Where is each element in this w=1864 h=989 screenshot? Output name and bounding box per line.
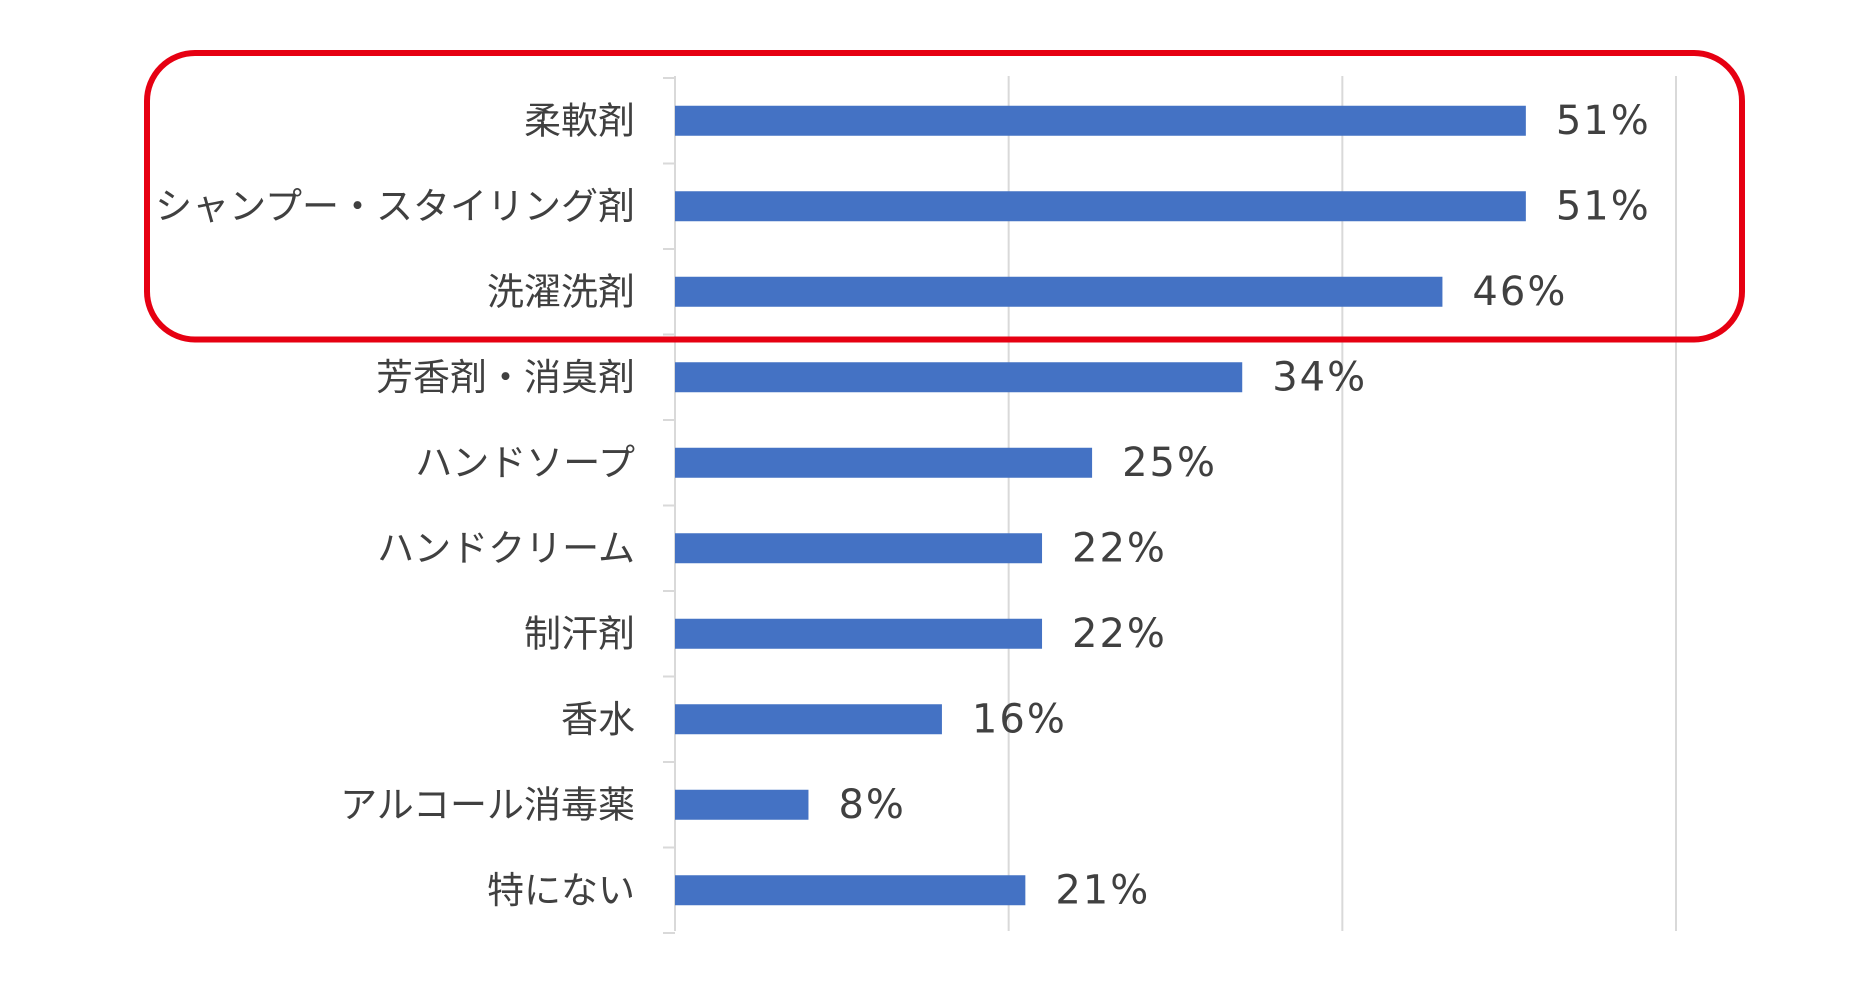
data-label: 46% bbox=[1472, 269, 1567, 315]
category-label: 制汗剤 bbox=[524, 612, 635, 655]
bar bbox=[675, 191, 1526, 222]
category-label: アルコール消毒薬 bbox=[340, 783, 635, 826]
data-label: 21% bbox=[1055, 867, 1150, 913]
bar bbox=[675, 276, 1443, 307]
bar bbox=[675, 704, 942, 735]
data-label: 16% bbox=[972, 696, 1067, 742]
bar bbox=[675, 362, 1243, 393]
bar bbox=[675, 789, 809, 820]
data-label: 22% bbox=[1072, 611, 1167, 657]
highlight-box bbox=[144, 50, 1745, 343]
bar bbox=[675, 533, 1043, 564]
category-label: シャンプー・スタイリング剤 bbox=[155, 185, 635, 228]
labels: 柔軟剤 51% シャンプー・スタイリング剤 51% 洗濯洗剤 46% 芳香剤・消臭剤 34% ハ… bbox=[155, 98, 1651, 914]
data-label: 51% bbox=[1556, 183, 1651, 229]
category-label: 香水 bbox=[561, 698, 635, 741]
data-label: 34% bbox=[1272, 354, 1367, 400]
data-label: 51% bbox=[1556, 98, 1651, 144]
highlight-frame bbox=[144, 50, 1745, 343]
category-label: 柔軟剤 bbox=[524, 99, 635, 142]
category-label: 芳香剤・消臭剤 bbox=[376, 356, 635, 399]
category-label: 特にない bbox=[487, 869, 635, 912]
category-label: 洗濯洗剤 bbox=[487, 270, 635, 313]
category-axis bbox=[663, 76, 676, 934]
bar bbox=[675, 875, 1026, 906]
bar bbox=[675, 447, 1093, 478]
category-label: ハンドソープ bbox=[415, 441, 635, 484]
bar bbox=[675, 618, 1043, 649]
bars bbox=[675, 105, 1526, 906]
category-label: ハンドクリーム bbox=[377, 527, 635, 570]
data-label: 25% bbox=[1122, 440, 1217, 486]
data-label: 8% bbox=[838, 782, 905, 828]
bar bbox=[675, 105, 1526, 136]
data-label: 22% bbox=[1072, 525, 1167, 571]
